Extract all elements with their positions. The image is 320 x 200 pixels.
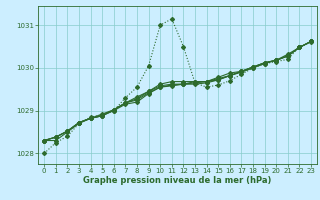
X-axis label: Graphe pression niveau de la mer (hPa): Graphe pression niveau de la mer (hPa): [84, 176, 272, 185]
